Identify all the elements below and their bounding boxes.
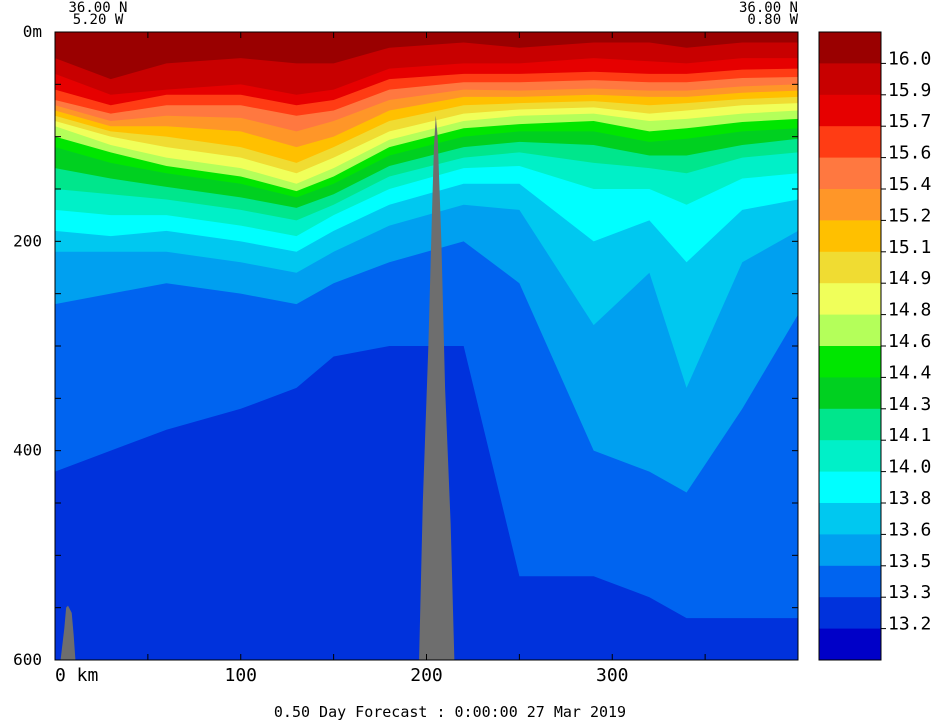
legend-swatch: [819, 220, 881, 253]
legend-level-label: 13.3: [888, 582, 931, 603]
legend-level-label: 14.6: [888, 331, 931, 352]
legend-swatch: [819, 251, 881, 284]
legend-level-label: 15.2: [888, 205, 931, 226]
legend-swatch: [819, 63, 881, 96]
legend-level-label: 13.5: [888, 551, 931, 572]
legend-swatch: [819, 408, 881, 441]
footer-forecast-label: 0.50 Day Forecast : 0:00:00 27 Mar 2019: [274, 703, 626, 721]
legend-swatch: [819, 32, 881, 64]
temperature-band-0: [55, 32, 798, 80]
corner-right-lon: 0.80 W: [747, 12, 798, 28]
y-tick-labels: 0m 200 400 600: [13, 22, 42, 669]
legend-swatch: [819, 440, 881, 473]
legend-swatch: [819, 94, 881, 127]
legend-swatch: [819, 377, 881, 410]
legend-level-label: 14.3: [888, 394, 931, 415]
x-tick-label: 100: [224, 665, 257, 686]
legend-swatch: [819, 471, 881, 504]
corner-left-lat: 36.00 N: [68, 0, 127, 16]
y-tick-label: 200: [13, 231, 42, 250]
plot-frame: [54, 31, 799, 661]
legend-swatch: [819, 283, 881, 316]
legend-level-label: 14.9: [888, 268, 931, 289]
legend-swatch: [819, 346, 881, 378]
legend-level-label: 15.4: [888, 174, 931, 195]
legend-level-label: 15.7: [888, 111, 931, 132]
legend-level-label: 15.9: [888, 80, 931, 101]
legend-swatch: [819, 534, 881, 567]
legend-level-label: 15.1: [888, 237, 931, 258]
legend-level-label: 13.8: [888, 488, 931, 509]
legend-level-label: 13.2: [888, 614, 931, 635]
x-tick-labels: 0 km 100 200 300: [55, 665, 629, 686]
y-tick-label: 600: [13, 650, 42, 669]
corner-right-lat: 36.00 N: [739, 0, 798, 16]
land-mask-1: [419, 115, 455, 660]
land-masks: [60, 115, 455, 660]
legend-level-label: 15.6: [888, 143, 931, 164]
legend-swatch: [819, 597, 881, 630]
y-tick-label: 400: [13, 441, 42, 460]
x-tick-label: 300: [596, 665, 629, 686]
legend-swatch: [819, 126, 881, 159]
land-mask-0: [60, 605, 76, 660]
color-legend: 16.0 15.9 15.7 15.6 15.4 15.2 15.1 14.9 14.8 14.6…: [818, 31, 931, 661]
legend-level-label: 13.6: [888, 519, 931, 540]
legend-level-label: 14.0: [888, 457, 931, 478]
x-tick-label: 0 km: [55, 665, 98, 686]
legend-swatch: [819, 189, 881, 221]
y-tick-label: 0m: [23, 22, 42, 41]
legend-swatch: [819, 314, 881, 347]
legend-level-label: 14.4: [888, 362, 931, 383]
legend-level-label: 14.1: [888, 425, 931, 446]
corner-left-lon: 5.20 W: [73, 12, 124, 28]
legend-level-label: 14.8: [888, 300, 931, 321]
temperature-contour-bands: [55, 32, 798, 660]
legend-swatch: [819, 157, 881, 190]
x-tick-label: 200: [410, 665, 443, 686]
legend-swatch: [819, 628, 881, 661]
legend-swatch: [819, 503, 881, 535]
legend-swatch: [819, 565, 881, 598]
legend-level-label: 16.0: [888, 48, 931, 69]
